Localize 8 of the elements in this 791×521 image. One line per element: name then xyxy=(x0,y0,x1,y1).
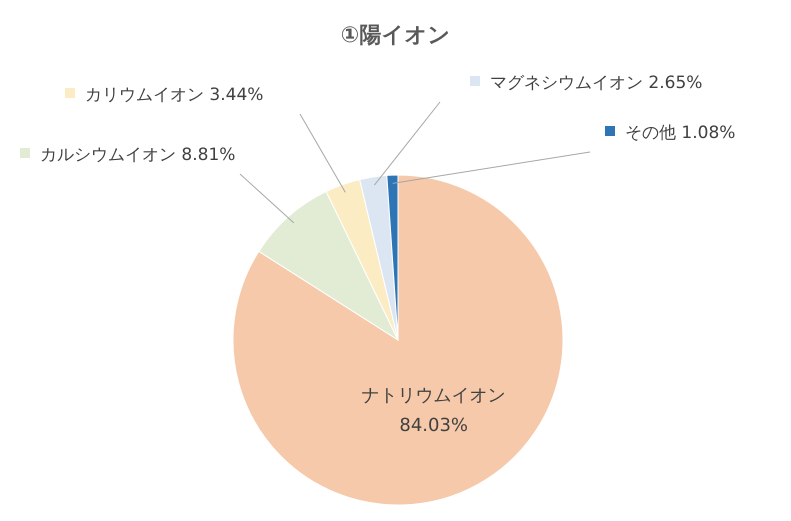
chart-title: ①陽イオン xyxy=(340,23,450,48)
pie-slice xyxy=(232,174,564,506)
legend-label: カリウムイオン 3.44% xyxy=(85,85,264,105)
slice-label: ナトリウムイオン xyxy=(362,385,506,406)
data-label: 84.03% xyxy=(399,415,468,436)
legend-label: マグネシウムイオン 2.65% xyxy=(490,73,702,93)
legend-label: カルシウムイオン 8.81% xyxy=(40,145,236,165)
legend-label: その他 1.08% xyxy=(625,123,736,143)
